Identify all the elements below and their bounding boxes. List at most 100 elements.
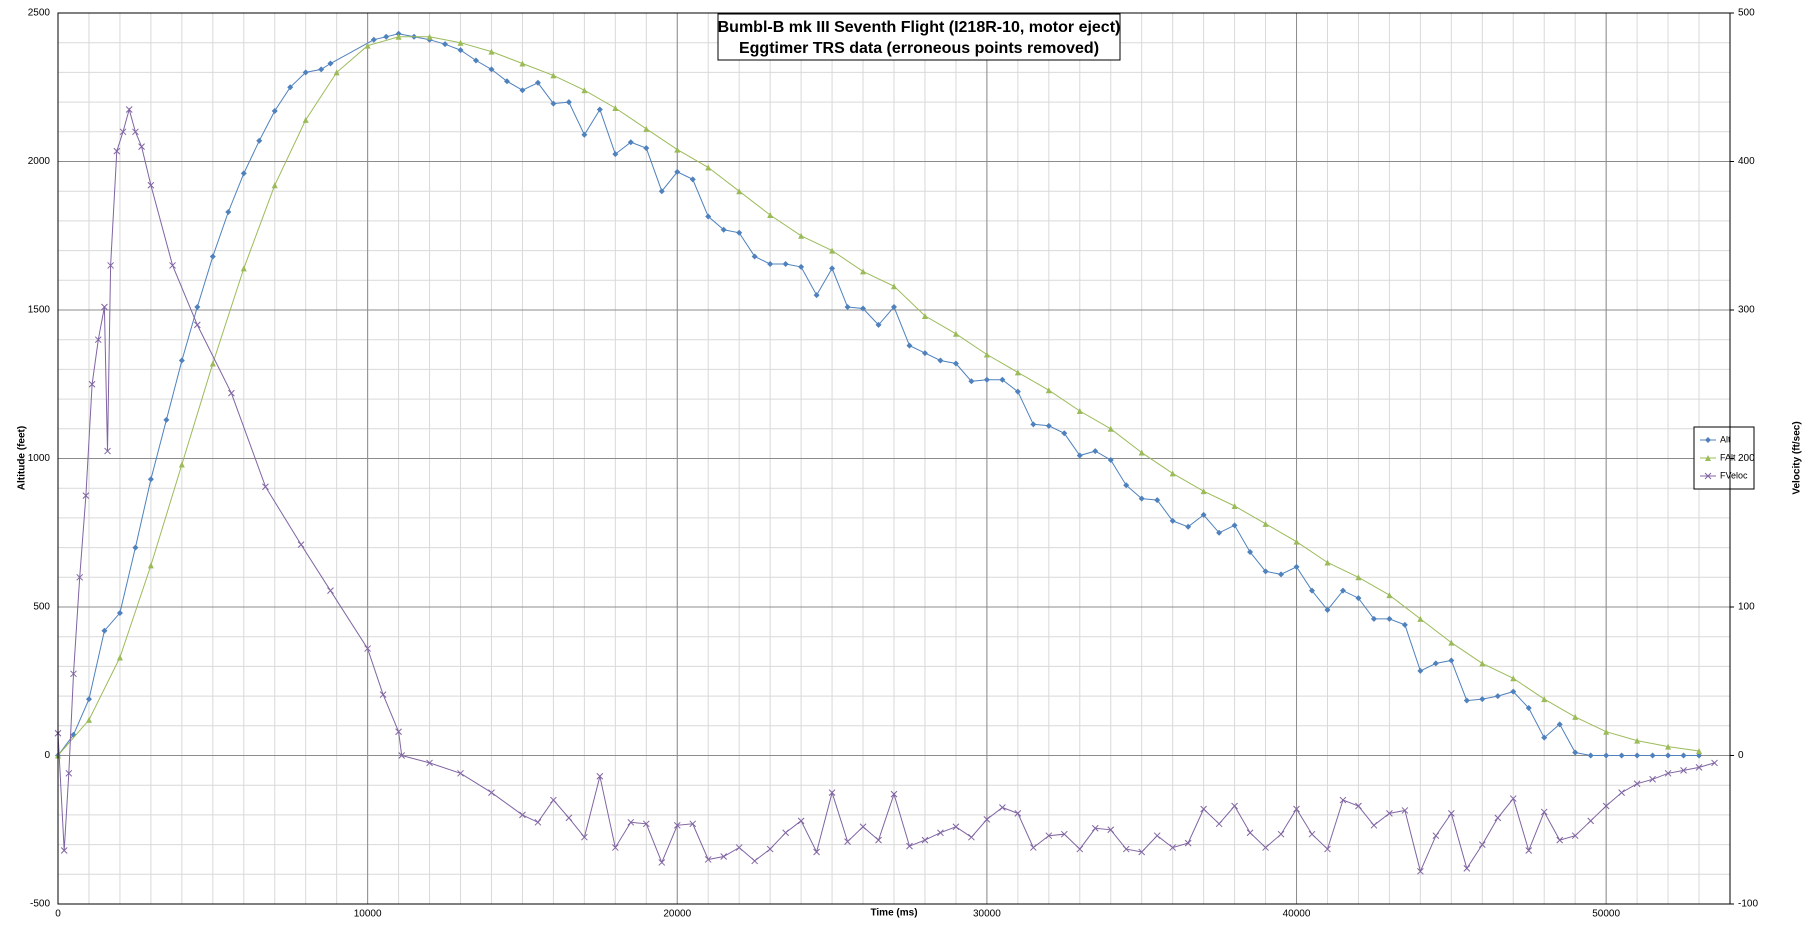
- point: [271, 108, 278, 115]
- point: [147, 181, 155, 189]
- point: [798, 263, 805, 270]
- point: [1262, 520, 1269, 527]
- point: [1541, 696, 1548, 703]
- point: [1123, 482, 1130, 489]
- point: [550, 100, 557, 107]
- point: [1479, 696, 1486, 703]
- series-line: [57, 33, 1699, 756]
- point: [457, 39, 464, 46]
- point: [271, 182, 278, 189]
- x-tick-label: 40000: [1283, 909, 1311, 920]
- point: [1479, 660, 1486, 667]
- point: [76, 573, 84, 581]
- point: [627, 818, 635, 826]
- point: [937, 357, 944, 364]
- point: [937, 829, 944, 837]
- point: [658, 188, 665, 195]
- point: [890, 790, 898, 798]
- point: [1401, 621, 1408, 628]
- point: [1308, 830, 1316, 838]
- point: [1045, 387, 1052, 394]
- point: [383, 33, 390, 40]
- point: [457, 47, 464, 54]
- point: [1448, 657, 1455, 664]
- point: [999, 376, 1006, 383]
- point: [116, 654, 123, 661]
- point: [1510, 675, 1517, 682]
- y-tick-label: 2000: [28, 156, 51, 167]
- point: [952, 823, 960, 831]
- y-tick-label: 0: [44, 750, 50, 761]
- x-tick-label: 30000: [973, 909, 1001, 920]
- point: [1169, 844, 1177, 851]
- point: [860, 268, 867, 275]
- point: [1711, 759, 1718, 767]
- point: [138, 143, 145, 151]
- point: [1231, 522, 1238, 529]
- point: [1324, 559, 1331, 566]
- chart-title: Bumbl-B mk III Seventh Flight (I218R-10,…: [718, 19, 1121, 36]
- point: [116, 609, 123, 616]
- point: [859, 823, 867, 831]
- point: [921, 350, 928, 357]
- point: [689, 176, 696, 183]
- point: [262, 483, 269, 491]
- point: [1262, 844, 1269, 851]
- point: [689, 820, 697, 828]
- point: [379, 691, 387, 698]
- point: [163, 416, 170, 423]
- point: [581, 131, 588, 138]
- y-tick-label: 1500: [28, 305, 51, 316]
- point: [1122, 845, 1130, 853]
- point: [1246, 829, 1254, 837]
- point: [612, 105, 619, 112]
- point: [1138, 848, 1146, 856]
- point: [395, 728, 402, 736]
- point: [952, 330, 959, 337]
- point: [88, 380, 96, 388]
- point: [1633, 780, 1641, 788]
- point: [1664, 769, 1672, 777]
- point: [1324, 845, 1331, 853]
- point: [178, 357, 185, 364]
- point: [1463, 865, 1471, 872]
- point: [704, 856, 712, 863]
- point: [1401, 807, 1409, 814]
- point: [1153, 832, 1161, 840]
- point: [1603, 752, 1610, 759]
- point: [581, 833, 588, 841]
- point: [70, 670, 77, 678]
- y-tick-label: 1000: [28, 453, 51, 464]
- point: [1665, 752, 1672, 759]
- point: [1494, 693, 1501, 700]
- point: [829, 247, 836, 254]
- point: [983, 816, 991, 823]
- point: [488, 789, 495, 796]
- x-axis-title: Time (ms): [870, 908, 917, 919]
- point: [370, 36, 377, 43]
- point: [132, 128, 139, 136]
- point: [674, 146, 681, 153]
- point: [256, 137, 263, 144]
- point: [1432, 832, 1440, 840]
- point: [125, 106, 133, 113]
- point: [169, 262, 176, 269]
- point: [751, 857, 759, 865]
- point: [85, 716, 92, 723]
- point: [85, 696, 92, 703]
- point: [240, 170, 247, 177]
- point: [1571, 832, 1579, 840]
- point: [1138, 449, 1145, 456]
- point: [426, 33, 433, 40]
- point: [643, 125, 650, 132]
- point: [983, 376, 990, 383]
- point: [798, 232, 805, 239]
- point: [113, 147, 121, 155]
- point: [550, 72, 557, 79]
- point: [611, 844, 619, 851]
- point: [225, 208, 232, 215]
- point: [1417, 667, 1424, 674]
- point: [828, 789, 836, 796]
- point: [906, 842, 913, 850]
